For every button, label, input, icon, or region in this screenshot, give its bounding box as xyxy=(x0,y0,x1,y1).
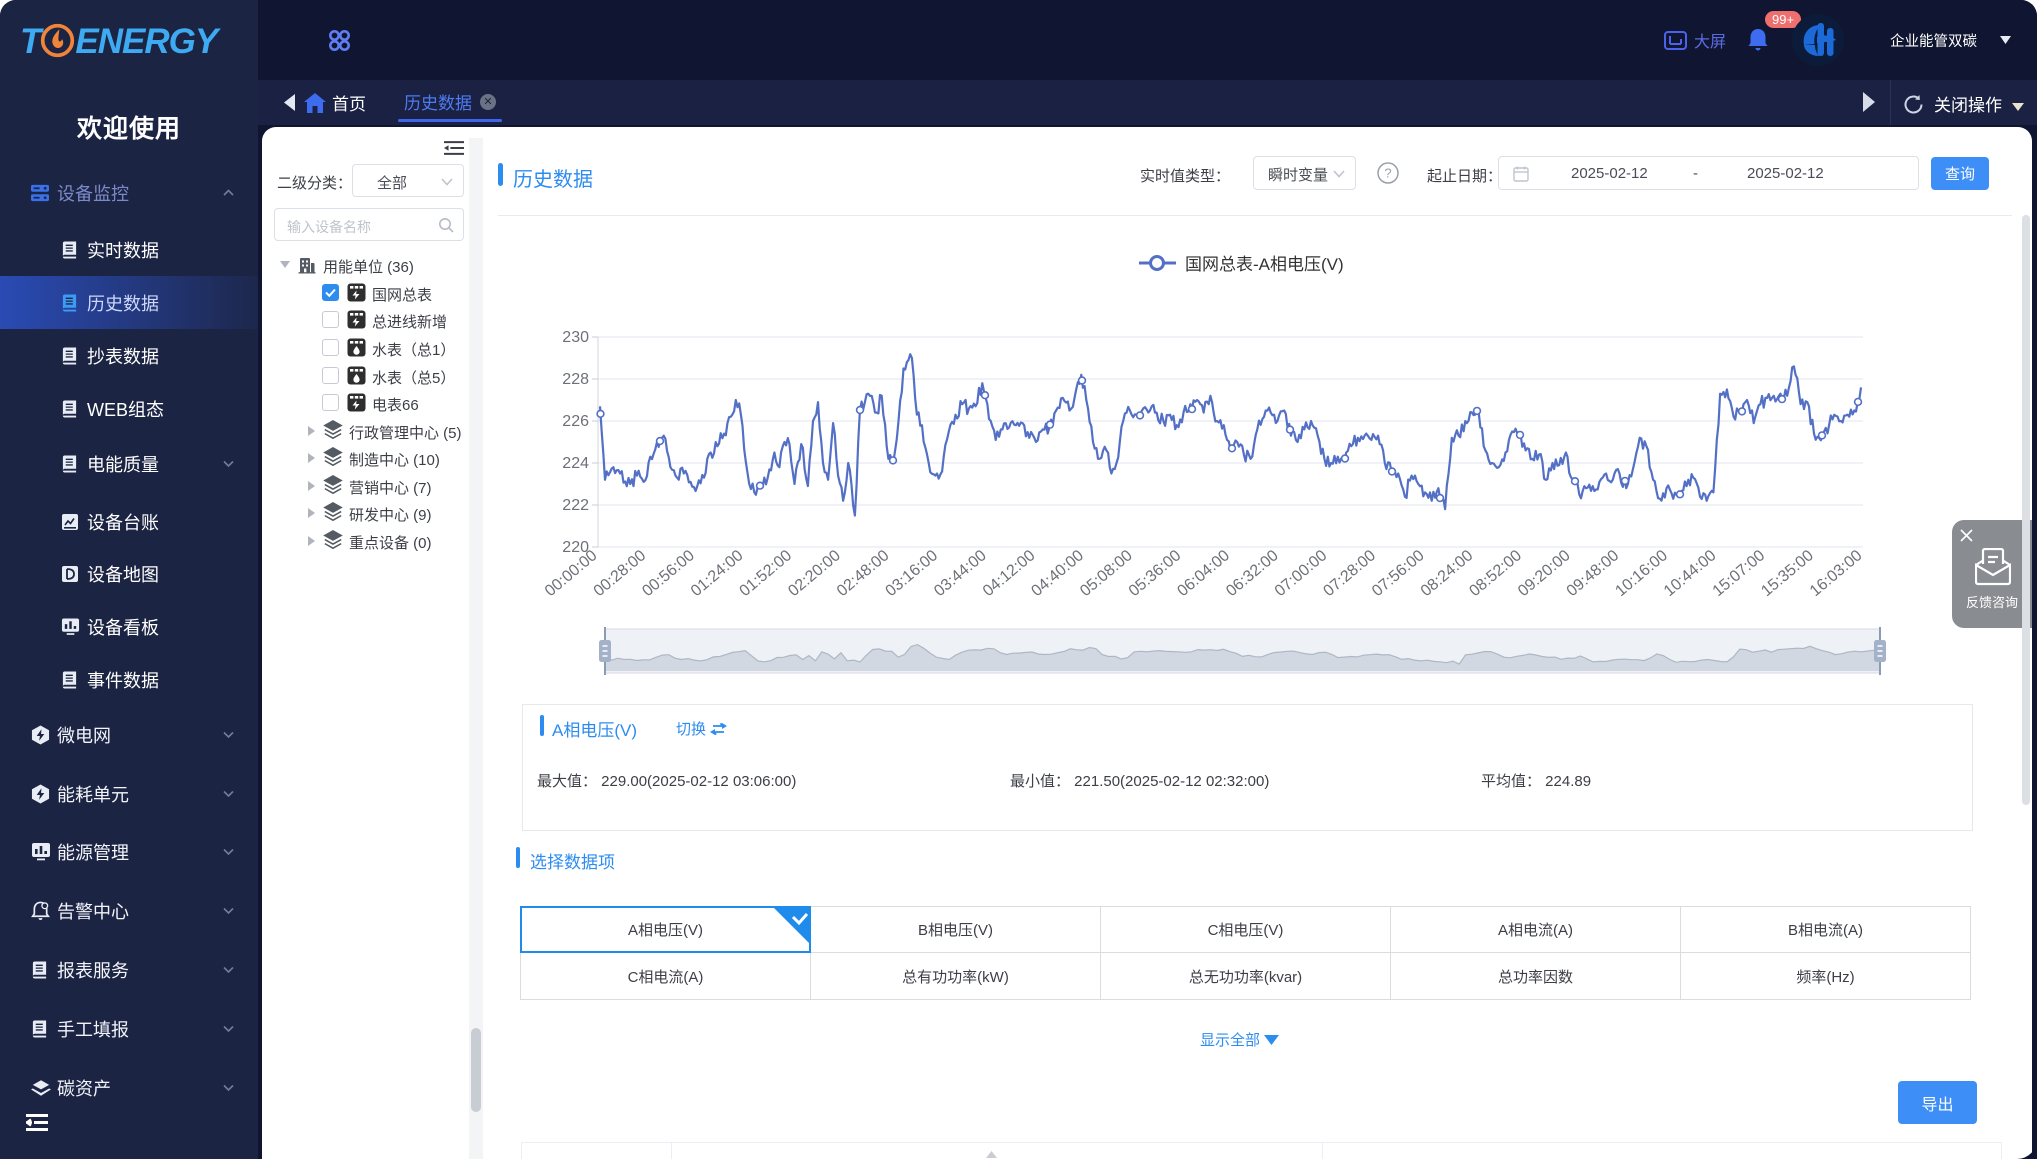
svg-text:06:32:00: 06:32:00 xyxy=(1223,547,1282,600)
svg-text:05:08:00: 05:08:00 xyxy=(1077,547,1136,600)
svg-text:04:12:00: 04:12:00 xyxy=(980,547,1039,600)
svg-text:07:56:00: 07:56:00 xyxy=(1369,547,1428,600)
svg-text:国网总表-A相电压(V): 国网总表-A相电压(V) xyxy=(1185,255,1344,274)
svg-text:220: 220 xyxy=(562,539,589,556)
svg-text:03:16:00: 03:16:00 xyxy=(883,547,942,600)
svg-text:04:40:00: 04:40:00 xyxy=(1028,547,1087,600)
svg-text:02:20:00: 02:20:00 xyxy=(785,547,844,600)
svg-text:09:48:00: 09:48:00 xyxy=(1564,547,1623,600)
svg-text:16:03:00: 16:03:00 xyxy=(1807,547,1866,600)
svg-text:01:24:00: 01:24:00 xyxy=(688,547,747,600)
svg-text:01:52:00: 01:52:00 xyxy=(737,547,796,600)
svg-text:15:07:00: 15:07:00 xyxy=(1710,547,1769,600)
svg-text:228: 228 xyxy=(562,371,589,388)
svg-text:02:48:00: 02:48:00 xyxy=(834,547,893,600)
svg-text:224: 224 xyxy=(562,455,589,472)
svg-text:09:20:00: 09:20:00 xyxy=(1515,547,1574,600)
svg-text:08:52:00: 08:52:00 xyxy=(1466,547,1525,600)
svg-text:10:16:00: 10:16:00 xyxy=(1612,547,1671,600)
svg-text:226: 226 xyxy=(562,413,589,430)
svg-text:06:04:00: 06:04:00 xyxy=(1174,547,1233,600)
svg-text:222: 222 xyxy=(562,497,589,514)
svg-text:15:35:00: 15:35:00 xyxy=(1758,547,1817,600)
svg-text:00:56:00: 00:56:00 xyxy=(639,547,698,600)
svg-text:00:28:00: 00:28:00 xyxy=(591,547,650,600)
svg-text:?: ? xyxy=(1384,166,1391,181)
svg-text:230: 230 xyxy=(562,329,589,346)
svg-text:05:36:00: 05:36:00 xyxy=(1126,547,1185,600)
svg-text:07:00:00: 07:00:00 xyxy=(1272,547,1331,600)
svg-text:07:28:00: 07:28:00 xyxy=(1320,547,1379,600)
svg-text:03:44:00: 03:44:00 xyxy=(931,547,990,600)
svg-text:08:24:00: 08:24:00 xyxy=(1418,547,1477,600)
svg-text:10:44:00: 10:44:00 xyxy=(1661,547,1720,600)
